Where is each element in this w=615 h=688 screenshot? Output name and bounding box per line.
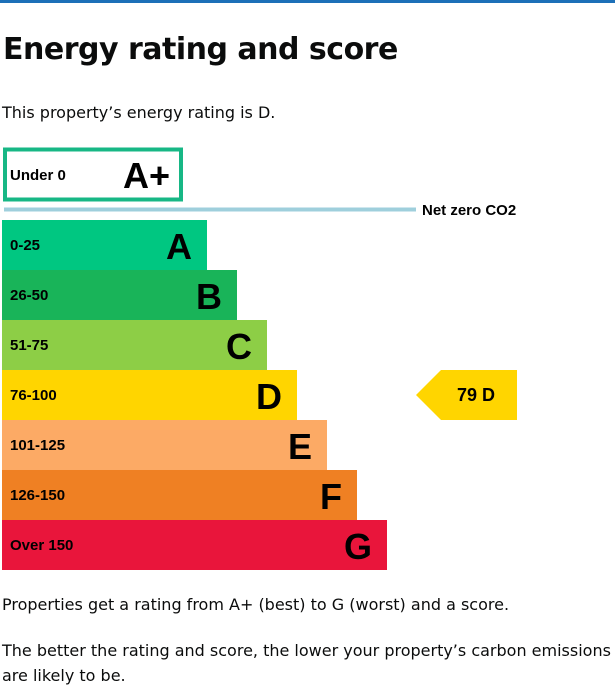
- band-c-range: 51-75: [10, 337, 48, 354]
- band-c-bar: [2, 320, 267, 370]
- band-g-letter: G: [344, 526, 372, 567]
- band-b-range: 26-50: [10, 287, 48, 304]
- band-g-range: Over 150: [10, 537, 73, 554]
- current-rating-pointer: [416, 370, 517, 420]
- band-d-range: 76-100: [10, 387, 57, 404]
- band-d-letter: D: [256, 376, 282, 417]
- band-b-letter: B: [196, 276, 222, 317]
- current-rating-label: 79 D: [457, 385, 495, 405]
- energy-rating-intro: This property’s energy rating is D.: [2, 103, 276, 122]
- carbon-emissions-note: The better the rating and score, the low…: [2, 641, 611, 685]
- band-f-bar: [2, 470, 357, 520]
- band-a-letter: A: [166, 226, 192, 267]
- band-b-bar: [2, 270, 237, 320]
- band-e-bar: [2, 420, 327, 470]
- top-rule: [0, 0, 615, 3]
- band-a-plus-letter: A+: [123, 155, 170, 196]
- band-e-range: 101-125: [10, 437, 65, 454]
- band-g-bar: [2, 520, 387, 570]
- band-e-letter: E: [288, 426, 312, 467]
- band-c-letter: C: [226, 326, 252, 367]
- band-a-range: 0-25: [10, 237, 40, 254]
- band-d-bar: [2, 370, 297, 420]
- band-f-range: 126-150: [10, 487, 65, 504]
- band-a-plus-box: [3, 147, 183, 202]
- band-f-letter: F: [320, 476, 342, 517]
- band-a-plus-range: Under 0: [10, 167, 66, 184]
- net-zero-label: Net zero CO2: [422, 202, 516, 219]
- rating-explanation: Properties get a rating from A+ (best) t…: [2, 595, 510, 614]
- band-a-bar: [2, 220, 207, 270]
- energy-rating-chart: Under 0 A+ Net zero CO2 0-25 A 26-50 B 51-75 C 76…: [2, 147, 517, 570]
- page-title: Energy rating and score: [3, 32, 398, 67]
